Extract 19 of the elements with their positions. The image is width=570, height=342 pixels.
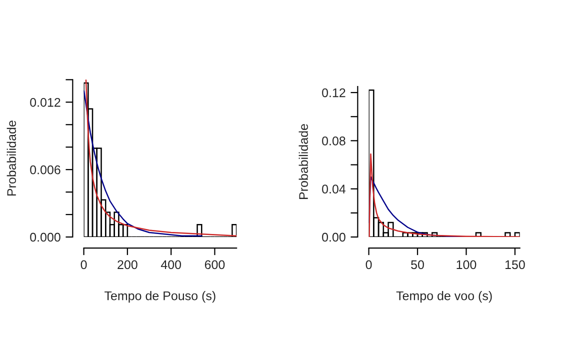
y-tick-label: 0.000 bbox=[30, 232, 60, 242]
x-axis-title: Tempo de voo (s) bbox=[396, 291, 492, 303]
x-tick-label: 200 bbox=[118, 260, 138, 270]
y-axis-title: Probabilidade bbox=[298, 124, 308, 199]
x-tick-label: 100 bbox=[456, 260, 476, 270]
x-tick-label: 50 bbox=[411, 260, 424, 270]
x-tick-label: 600 bbox=[204, 260, 225, 270]
y-axis-title: Probabilidade bbox=[6, 120, 16, 196]
x-axis-title: Tempo de Pouso (s) bbox=[104, 291, 216, 303]
x-tick-label: 0 bbox=[366, 260, 372, 270]
x-tick-label: 0 bbox=[80, 260, 87, 270]
y-tick-label: 0.006 bbox=[30, 165, 60, 174]
y-tick-label: 0.08 bbox=[322, 136, 346, 146]
x-tick-label: 400 bbox=[160, 260, 182, 270]
x-tick-label: 150 bbox=[505, 260, 525, 270]
y-tick-label: 0.04 bbox=[322, 184, 346, 194]
y-tick-label: 0.12 bbox=[322, 88, 346, 98]
y-tick-label: 0.012 bbox=[30, 98, 60, 107]
y-tick-label: 0.00 bbox=[322, 232, 346, 242]
